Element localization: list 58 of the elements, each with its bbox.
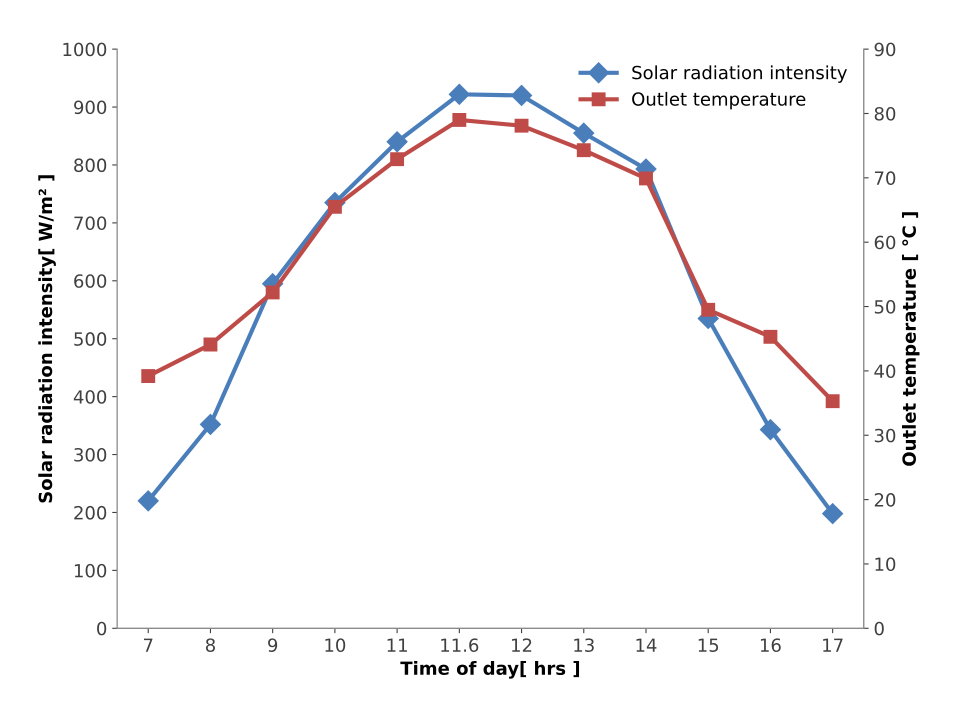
y2-tick-label: 10 <box>875 557 896 572</box>
y2-tick-label: 20 <box>874 493 896 507</box>
y2-tick-label: 90 <box>874 42 896 56</box>
x-axis-title: Time of day[ hrs ] <box>400 661 580 679</box>
y2-tick-label: 40 <box>874 364 896 378</box>
x-tick-label: 16 <box>760 638 781 652</box>
point <box>573 122 594 144</box>
legend-label: Solar radiation intensity <box>632 65 847 83</box>
y2-tick-label: 60 <box>874 236 896 250</box>
point <box>452 112 466 127</box>
point <box>448 84 470 105</box>
y-tick-label: 300 <box>74 448 106 462</box>
y-tick-label: 1000 <box>63 42 106 56</box>
point <box>826 394 840 408</box>
x-tick-label: 15 <box>698 638 718 652</box>
x-tick-label: 9 <box>268 638 278 652</box>
y-tick-label: 900 <box>74 100 106 114</box>
x-tick-label: 8 <box>206 638 215 652</box>
x-tick-label: 12 <box>512 638 532 652</box>
x-tick-label: 14 <box>636 638 656 652</box>
y-tick-label: 600 <box>74 274 106 288</box>
legend-label: Outlet temperature <box>632 92 806 110</box>
y2-tick-label: 50 <box>874 300 896 314</box>
x-tick-label: 13 <box>574 638 594 652</box>
point <box>200 414 221 435</box>
y-tick-label: 500 <box>74 332 106 346</box>
y2-axis-title: Outlet temperature [ ℃ ] <box>902 212 920 466</box>
x-tick-label: 17 <box>823 638 843 652</box>
point <box>204 338 218 352</box>
point <box>138 490 159 512</box>
y-tick-label: 700 <box>74 216 106 230</box>
point <box>266 285 280 300</box>
y2-tick-label: 80 <box>874 106 896 121</box>
point <box>141 369 156 383</box>
point <box>576 143 591 158</box>
point <box>514 118 528 133</box>
point <box>386 131 408 152</box>
point <box>701 302 716 317</box>
x-tick-label: 11 <box>388 638 407 652</box>
y2-tick-label: 70 <box>874 171 896 185</box>
point <box>639 172 653 186</box>
y-tick-label: 200 <box>74 506 106 520</box>
y-tick-label: 0 <box>97 622 106 636</box>
y2-tick-label: 30 <box>874 428 896 442</box>
x-tick-label: 7 <box>144 638 152 652</box>
point <box>390 152 404 166</box>
y-tick-label: 800 <box>74 158 106 172</box>
point <box>822 503 844 524</box>
y-axis-title: Solar radiation intensity[ W/m² ] <box>38 175 56 502</box>
point <box>511 84 532 106</box>
y-tick-label: 100 <box>74 564 106 578</box>
point <box>763 330 778 344</box>
point <box>760 419 781 440</box>
x-tick-label: 10 <box>325 638 346 652</box>
point <box>328 200 342 214</box>
x-tick-label: 11.6 <box>441 638 478 652</box>
y-tick-label: 400 <box>74 390 106 404</box>
y2-tick-label: 0 <box>874 622 884 636</box>
